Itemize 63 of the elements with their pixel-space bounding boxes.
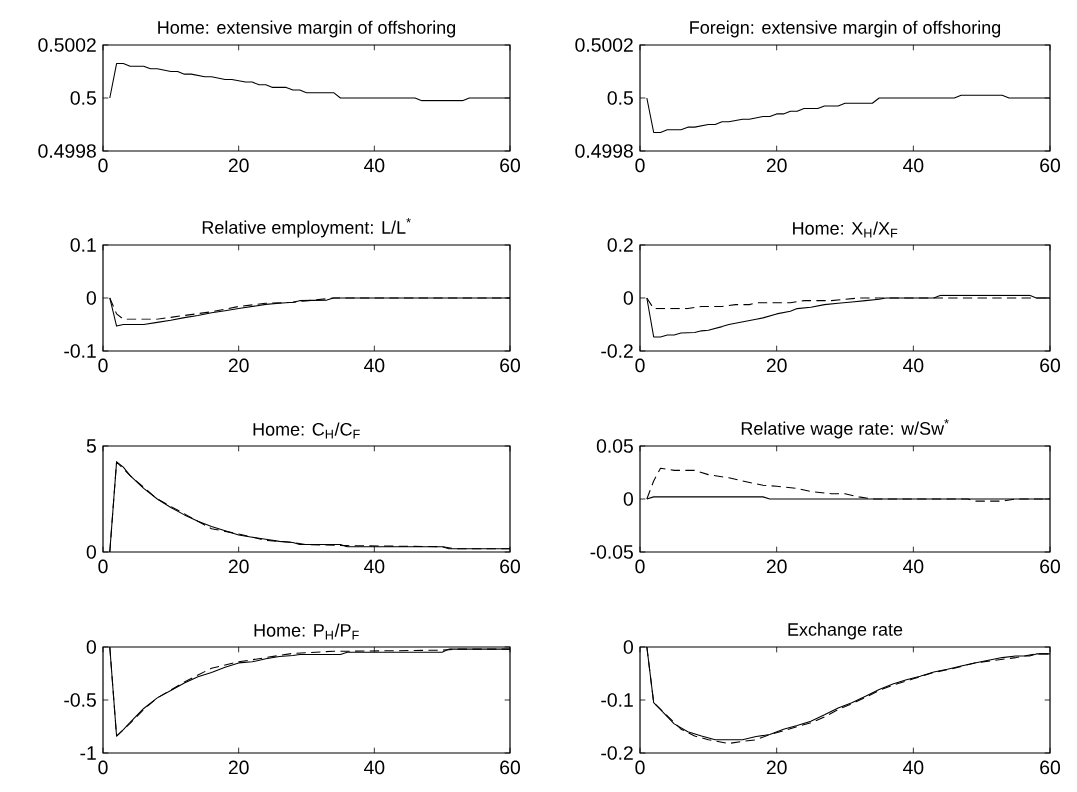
x-tick-label: 40: [903, 358, 924, 373]
y-tick-label: 0: [623, 291, 633, 305]
y-tick-label: 0: [86, 640, 96, 654]
x-tick-label: 60: [1040, 760, 1061, 775]
y-tick-label: -0.2: [601, 344, 633, 358]
y-tick-label: 0.1: [70, 238, 96, 252]
y-tick-label: -0.2: [601, 746, 633, 760]
x-tick-label: 20: [766, 559, 787, 574]
y-tick-label: 0.5002: [38, 38, 96, 52]
x-tick-label: 0: [98, 760, 108, 775]
x-tick-label: 20: [766, 158, 787, 173]
x-tick-label: 40: [903, 760, 924, 775]
x-tick-label: 20: [228, 358, 249, 373]
x-tick-label: 0: [98, 158, 108, 173]
x-tick-label: 20: [228, 760, 249, 775]
y-tick-label: 0.2: [607, 238, 633, 252]
x-tick-label: 40: [364, 760, 385, 775]
y-tick-label: 0: [623, 640, 633, 654]
y-tick-label: 5: [86, 439, 96, 453]
y-tick-label: -0.05: [590, 545, 633, 559]
x-tick-label: 40: [364, 559, 385, 574]
x-tick-label: 60: [1040, 158, 1061, 173]
y-tick-label: 0.5002: [575, 38, 633, 52]
x-tick-label: 20: [228, 158, 249, 173]
x-tick-label: 40: [364, 358, 385, 373]
x-tick-label: 60: [500, 158, 520, 173]
x-tick-label: 40: [903, 559, 924, 574]
y-tick-label: 0.5: [70, 91, 96, 105]
x-tick-label: 60: [1040, 358, 1061, 373]
x-tick-label: 0: [635, 358, 645, 373]
x-tick-label: 60: [500, 760, 520, 775]
x-tick-label: 0: [635, 760, 645, 775]
chart-title: Home: X$_{H}$/X$_{F}$: [793, 221, 898, 238]
chart-title: Home: extensive margin of offshoring: [158, 20, 456, 38]
y-tick-label: 0.4998: [38, 144, 96, 158]
y-tick-label: 0: [623, 492, 633, 506]
chart-title: Relative wage rate: w/Sw$^{*}$: [741, 419, 949, 439]
y-tick-label: -0.1: [601, 693, 633, 707]
y-tick-label: -0.1: [64, 344, 96, 358]
x-tick-label: 20: [766, 760, 787, 775]
x-tick-label: 20: [766, 358, 787, 373]
y-tick-label: 0.4998: [575, 144, 633, 158]
x-tick-label: 0: [98, 559, 108, 574]
y-tick-label: 0.5: [607, 91, 633, 105]
chart-title: Relative employment: L/L$^{*}$: [202, 218, 411, 238]
x-tick-label: 60: [500, 559, 520, 574]
y-tick-label: -1: [80, 746, 96, 760]
x-tick-label: 60: [1040, 559, 1060, 574]
y-tick-label: -0.5: [64, 693, 96, 707]
y-tick-label: 0: [86, 291, 96, 305]
y-tick-label: 0.05: [596, 439, 633, 453]
x-tick-label: 20: [228, 559, 249, 574]
chart-title: Foreign: extensive margin of offshoring: [690, 20, 1001, 38]
chart-title: Exchange rate: [788, 622, 903, 640]
y-tick-label: 0: [86, 545, 96, 559]
x-tick-label: 60: [500, 358, 520, 373]
x-tick-label: 40: [364, 158, 385, 173]
chart-title: Home: C$_{H}$/C$_{F}$: [253, 422, 360, 439]
x-tick-label: 0: [635, 559, 645, 574]
chart-title: Home: P$_{H}$/P$_{F}$: [254, 623, 359, 640]
x-tick-label: 40: [903, 158, 924, 173]
x-tick-label: 0: [98, 358, 108, 373]
x-tick-label: 0: [635, 158, 645, 173]
